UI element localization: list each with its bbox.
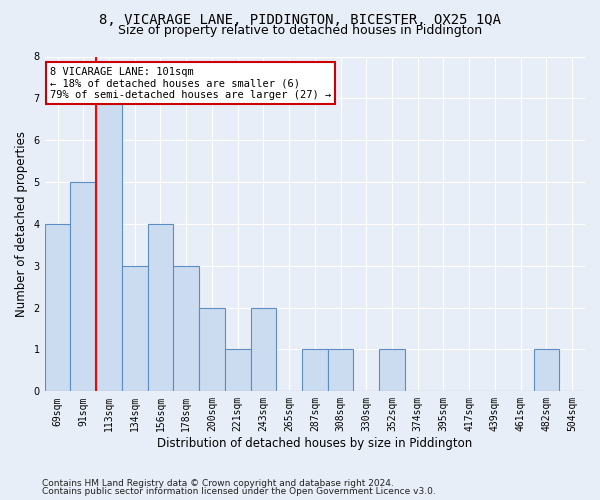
Text: Contains public sector information licensed under the Open Government Licence v3: Contains public sector information licen… (42, 487, 436, 496)
Bar (70, 182, 96, 392)
X-axis label: Distribution of detached houses by size in Piddington: Distribution of detached houses by size … (157, 437, 472, 450)
Bar (96, 98, 122, 392)
Y-axis label: Number of detached properties: Number of detached properties (15, 131, 28, 317)
Text: 8 VICARAGE LANE: 101sqm
← 18% of detached houses are smaller (6)
79% of semi-det: 8 VICARAGE LANE: 101sqm ← 18% of detache… (50, 66, 331, 100)
Text: 8, VICARAGE LANE, PIDDINGTON, BICESTER, OX25 1QA: 8, VICARAGE LANE, PIDDINGTON, BICESTER, … (99, 12, 501, 26)
Bar (379, 350, 405, 392)
Bar (225, 350, 251, 392)
Bar (251, 308, 276, 392)
Bar (199, 308, 225, 392)
Bar (302, 350, 328, 392)
Bar (122, 266, 148, 392)
Bar (148, 224, 173, 392)
Bar (44, 224, 70, 392)
Text: Size of property relative to detached houses in Piddington: Size of property relative to detached ho… (118, 24, 482, 37)
Bar (328, 350, 353, 392)
Bar (173, 266, 199, 392)
Text: Contains HM Land Registry data © Crown copyright and database right 2024.: Contains HM Land Registry data © Crown c… (42, 478, 394, 488)
Bar (533, 350, 559, 392)
